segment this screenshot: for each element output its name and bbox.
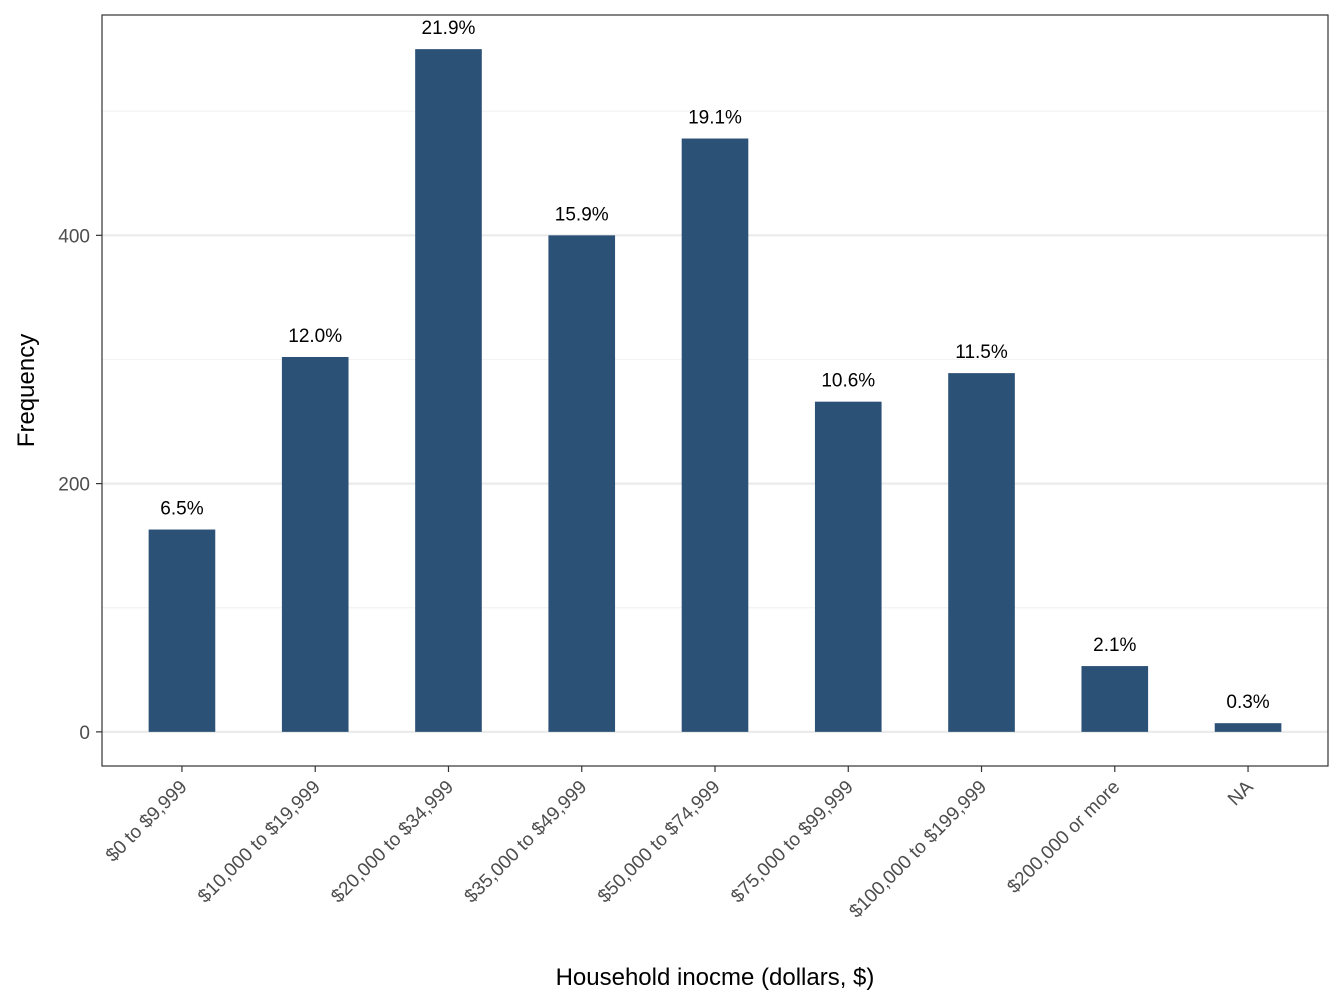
bar-value-label: 12.0%	[288, 326, 342, 347]
bar	[281, 356, 349, 732]
bar	[1081, 666, 1149, 732]
x-tick-label: $10,000 to $19,999	[194, 777, 325, 908]
x-tick-label: $0 to $9,999	[102, 777, 192, 867]
y-tick-label: 200	[58, 475, 90, 496]
y-axis: 0 200 400	[58, 226, 102, 744]
x-tick-label: $35,000 to $49,999	[461, 777, 592, 908]
bar-value-label: 0.3%	[1226, 692, 1269, 713]
bar-value-label: 10.6%	[821, 371, 875, 392]
bar	[681, 138, 749, 732]
bar-value-label: 15.9%	[555, 204, 609, 225]
bar	[1214, 723, 1282, 732]
x-tick-label: $50,000 to $74,999	[594, 777, 725, 908]
x-tick-label: $75,000 to $99,999	[727, 777, 858, 908]
x-axis-title: Household inocme (dollars, $)	[556, 964, 875, 991]
bar-value-label: 11.5%	[955, 342, 1008, 363]
x-tick-label: $100,000 to $199,999	[845, 777, 991, 923]
bar	[415, 49, 482, 732]
x-tick-label: $20,000 to $34,999	[327, 777, 458, 908]
bar-value-label: 2.1%	[1093, 635, 1136, 656]
bar-value-label: 6.5%	[160, 499, 203, 520]
bar-value-label: 19.1%	[688, 108, 742, 129]
y-tick-label: 400	[58, 226, 90, 247]
x-tick-label: $200,000 or more	[1003, 777, 1124, 898]
bar-value-label: 21.9%	[422, 18, 476, 39]
y-tick-label: 0	[79, 723, 90, 744]
bar	[148, 529, 216, 732]
bars	[148, 49, 1282, 732]
y-axis-title: Frequency	[13, 334, 40, 447]
x-axis: $0 to $9,999 $10,000 to $19,999 $20,000 to…	[102, 766, 1258, 922]
bar	[948, 373, 1015, 732]
bar	[548, 235, 616, 732]
x-tick-label: NA	[1224, 776, 1258, 810]
bar-value-labels: 6.5% 12.0% 21.9% 15.9% 19.1% 10.6% 11.5% 2.1% 0.…	[160, 18, 1269, 713]
bar	[814, 401, 882, 732]
